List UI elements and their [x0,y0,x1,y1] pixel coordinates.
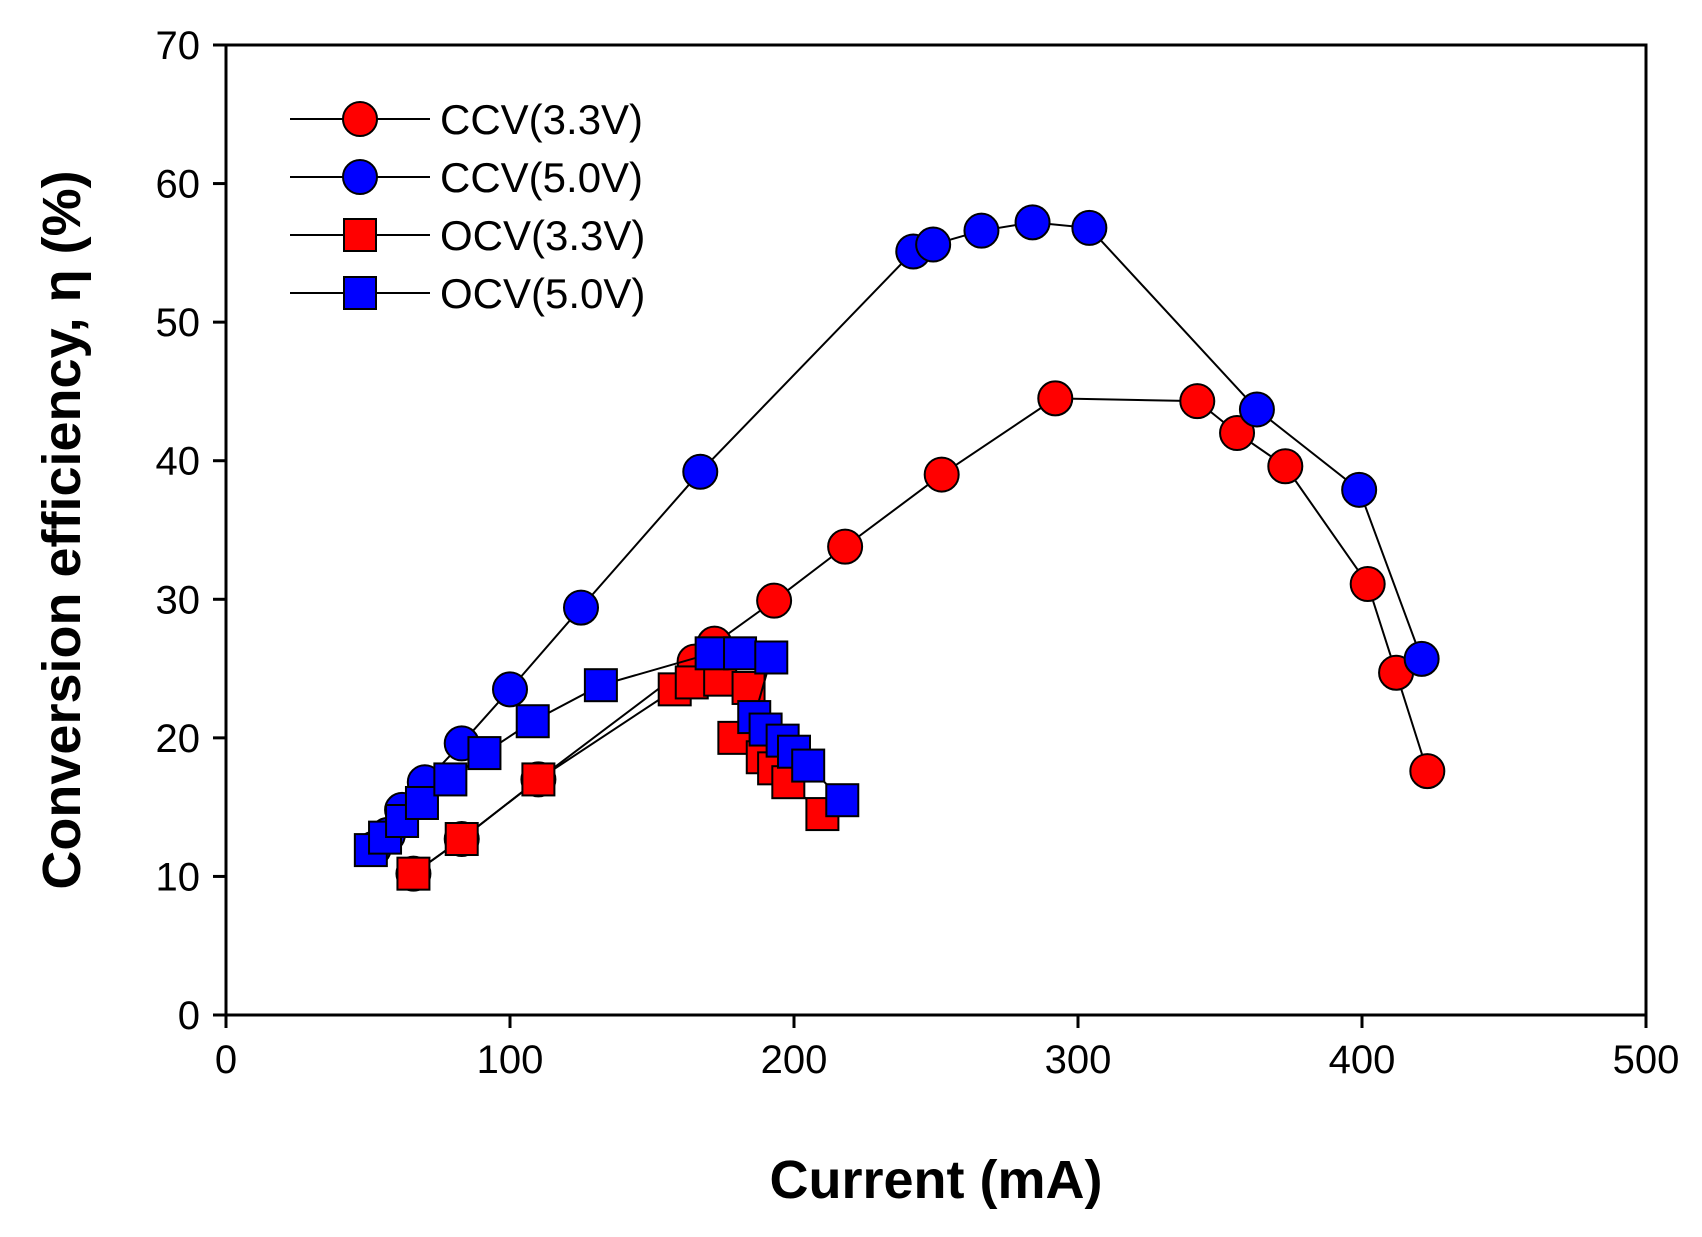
y-axis: 0 10 20 30 40 50 60 70 [156,24,226,1038]
x-tick-label: 500 [1613,1038,1680,1082]
series-ccv-3-3v [395,380,1446,892]
y-tick-label: 60 [156,163,201,207]
x-tick-label: 100 [477,1038,544,1082]
data-point [1267,448,1304,485]
legend-item: OCV(5.0V) [290,270,645,317]
legend-label: OCV(5.0V) [440,270,645,317]
data-point [1341,471,1378,508]
data-point [827,528,864,565]
y-axis-title: Conversion efficiency, η (%) [32,170,92,889]
x-tick-label: 200 [761,1038,828,1082]
legend-label: CCV(3.3V) [440,96,643,143]
data-point [674,665,709,700]
data-point [825,783,860,818]
y-tick-label: 70 [156,24,201,68]
y-tick-label: 50 [156,301,201,345]
data-point [1037,380,1074,417]
data-point [723,636,758,671]
legend-item: CCV(3.3V) [290,96,643,143]
data-point [521,762,556,797]
x-tick-label: 300 [1045,1038,1112,1082]
legend: CCV(3.3V) CCV(5.0V) OCV(3.3V) OCV(5.0V) [290,96,645,317]
y-tick-label: 10 [156,855,201,899]
legend-marker [343,276,377,310]
legend-item: OCV(3.3V) [290,212,645,259]
legend-label: OCV(3.3V) [440,212,645,259]
y-tick-label: 30 [156,578,201,622]
data-point [444,822,479,857]
data-point [682,453,719,490]
data-point [433,762,468,797]
series-layer [353,204,1446,892]
data-point [1219,415,1256,451]
legend-item: CCV(5.0V) [290,154,643,201]
data-point [1238,391,1275,428]
series-ocv-5-0v [353,636,860,868]
data-point [963,212,1000,249]
plot-frame [224,43,1648,1017]
legend-marker [342,101,378,137]
y-tick-label: 40 [156,440,201,484]
data-point [515,704,550,739]
x-tick-label: 400 [1329,1038,1396,1082]
data-point [467,736,502,771]
data-point [791,748,826,783]
data-point [915,226,952,263]
y-tick-label: 20 [156,717,201,761]
y-tick-label: 0 [178,994,200,1038]
data-point [754,640,789,675]
legend-marker [342,159,378,195]
legend-label: CCV(5.0V) [440,154,643,201]
data-point [396,856,431,891]
x-tick-label: 0 [215,1038,237,1082]
data-point [404,785,439,820]
x-axis-title: Current (mA) [770,1150,1103,1210]
data-point [923,456,960,493]
data-point [583,668,618,703]
data-point [563,589,599,626]
x-axis: 0 100 200 300 400 500 [215,1015,1680,1082]
data-point [756,582,793,619]
data-point [1349,566,1386,603]
data-point [694,636,729,671]
legend-marker [343,218,377,252]
data-point [1409,753,1446,790]
data-point [1071,209,1108,246]
data-point [1403,640,1440,677]
data-point [492,671,528,708]
data-point [1179,383,1216,420]
data-point [1014,204,1051,241]
